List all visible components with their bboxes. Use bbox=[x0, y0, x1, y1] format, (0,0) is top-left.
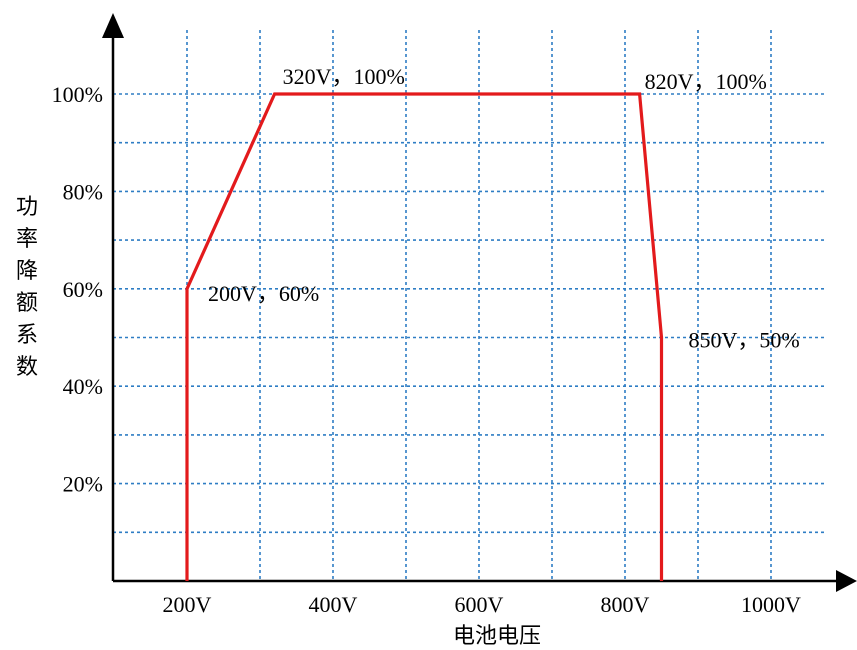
axes bbox=[102, 13, 857, 592]
x-tick-label-600: 600V bbox=[455, 592, 504, 617]
y-tick-label-20: 20% bbox=[63, 472, 103, 497]
annotations: 200V，60% 320V，100% 820V，100% 850V，50% bbox=[208, 64, 800, 353]
x-tick-label-400: 400V bbox=[309, 592, 358, 617]
y-axis-title-char: 数 bbox=[16, 354, 38, 379]
x-axis-title: 电池电压 bbox=[453, 623, 541, 648]
x-tick-label-1000: 1000V bbox=[741, 592, 801, 617]
y-tick-label-100: 100% bbox=[52, 82, 103, 107]
annotation-1: 320V，100% bbox=[283, 64, 405, 89]
y-axis-title-char: 系 bbox=[16, 322, 38, 347]
y-axis-title-char: 率 bbox=[16, 226, 38, 251]
y-axis-title: 功率降额系数 bbox=[16, 194, 38, 379]
series-layer bbox=[185, 92, 664, 582]
x-tick-label-200: 200V bbox=[163, 592, 212, 617]
y-tick-label-40: 40% bbox=[63, 374, 103, 399]
series-line-0 bbox=[185, 92, 664, 581]
y-axis-title-char: 额 bbox=[16, 290, 38, 315]
x-tick-labels: 200V 400V 600V 800V 1000V bbox=[163, 592, 802, 617]
annotation-2: 820V，100% bbox=[645, 69, 767, 94]
x-axis-arrow-icon bbox=[836, 570, 857, 592]
x-tick-label-800: 800V bbox=[601, 592, 650, 617]
y-axis-arrow-icon bbox=[102, 13, 124, 38]
y-tick-label-60: 60% bbox=[63, 277, 103, 302]
annotation-3: 850V，50% bbox=[689, 328, 800, 353]
annotation-0: 200V，60% bbox=[208, 281, 319, 306]
y-axis-title-char: 功 bbox=[16, 194, 38, 219]
y-tick-label-80: 80% bbox=[63, 179, 103, 204]
y-tick-labels: 20% 40% 60% 80% 100% bbox=[52, 82, 103, 497]
y-axis-title-char: 降 bbox=[16, 258, 38, 283]
